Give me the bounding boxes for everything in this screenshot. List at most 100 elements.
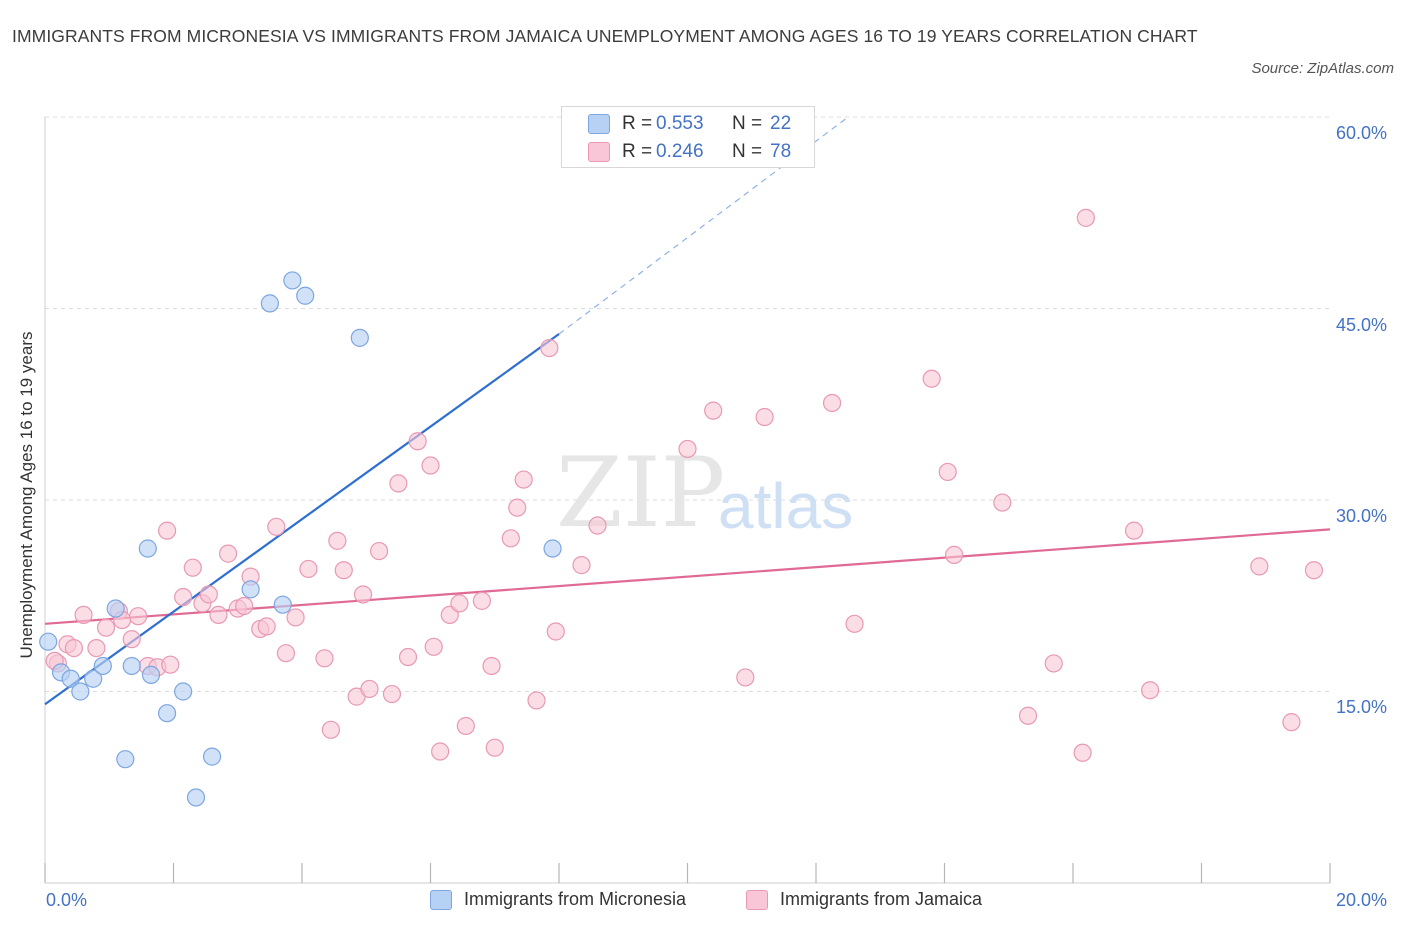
jamaica-point	[157, 521, 177, 540]
jamaica-point	[482, 656, 501, 676]
jamaica-point	[286, 608, 305, 627]
jamaica-point	[704, 401, 723, 420]
micronesia-trend-line	[44, 333, 560, 706]
y-tick-label-15: 15.0%	[1336, 697, 1388, 717]
micronesia-point	[71, 682, 90, 701]
micronesia-point	[93, 656, 112, 676]
watermark: ZIP atlas	[556, 437, 853, 549]
micronesia-point	[106, 599, 125, 618]
jamaica-point	[527, 691, 546, 710]
micronesia-point	[122, 656, 141, 676]
jamaica-legend-label: Immigrants from Jamaica	[780, 889, 983, 909]
jamaica-swatch	[588, 142, 610, 162]
jamaica-point	[360, 679, 379, 699]
jamaica-point	[122, 630, 141, 649]
jamaica-point	[87, 638, 106, 658]
jamaica-points	[45, 208, 1324, 762]
jamaica-point	[1044, 654, 1063, 673]
jamaica-point	[183, 558, 202, 577]
jamaica-point	[922, 369, 941, 388]
jamaica-point	[508, 498, 527, 517]
jamaica-point	[276, 644, 296, 663]
micronesia-swatch	[588, 114, 610, 134]
chart-title: IMMIGRANTS FROM MICRONESIA VS IMMIGRANTS…	[12, 26, 1198, 46]
micronesia-point	[174, 682, 193, 701]
micronesia-point	[296, 286, 315, 305]
jamaica-point	[938, 462, 957, 482]
jamaica-point	[96, 618, 116, 637]
micronesia-point	[141, 665, 161, 685]
watermark-zip: ZIP	[556, 437, 725, 549]
micronesia-legend-swatch	[430, 889, 452, 910]
jamaica-point	[267, 517, 286, 536]
jamaica-point	[588, 516, 607, 535]
jamaica-point	[1076, 208, 1095, 227]
jamaica-point	[74, 605, 93, 625]
jamaica-point	[370, 541, 389, 561]
jamaica-point	[398, 647, 418, 667]
jamaica-point	[1140, 681, 1160, 700]
jamaica-point	[514, 470, 533, 489]
jamaica-point	[1073, 743, 1092, 762]
n-label: N =	[732, 141, 763, 162]
jamaica-point	[382, 684, 402, 704]
micronesia-point	[138, 539, 157, 558]
jamaica-point	[199, 585, 218, 604]
jamaica-point	[424, 637, 443, 656]
micronesia-point	[61, 669, 80, 688]
axes	[44, 117, 1331, 884]
jamaica-point	[334, 561, 353, 580]
legend-row-jamaica: R = 0.246 N = 78	[588, 140, 791, 164]
micronesia-point	[543, 539, 562, 558]
micronesia-point	[283, 271, 302, 290]
jamaica-point	[257, 617, 276, 636]
jamaica-point	[845, 614, 864, 633]
jamaica-point	[1018, 706, 1038, 725]
y-tick-label-30: 30.0%	[1336, 506, 1388, 526]
micronesia-point	[260, 294, 279, 313]
jamaica-point	[945, 545, 964, 564]
jamaica-point	[736, 668, 755, 687]
chart-source: Source: ZipAtlas.com	[1251, 60, 1394, 77]
jamaica-point	[993, 493, 1012, 512]
jamaica-point	[1124, 521, 1144, 540]
x-tick-label-max: 20.0%	[1336, 890, 1388, 910]
jamaica-point	[321, 720, 341, 739]
jamaica-point	[315, 649, 334, 668]
jamaica-point	[161, 655, 180, 674]
jamaica-point	[678, 439, 697, 459]
jamaica-point	[219, 544, 238, 563]
bottom-legend-jamaica: Immigrants from Jamaica	[746, 889, 982, 910]
jamaica-point	[472, 591, 491, 610]
micronesia-n-value: 22	[770, 113, 792, 134]
jamaica-point	[389, 474, 408, 493]
jamaica-point	[1250, 557, 1269, 576]
jamaica-point	[235, 596, 254, 616]
jamaica-point	[755, 407, 774, 427]
jamaica-point	[328, 531, 347, 550]
micronesia-r-value: 0.553	[656, 113, 704, 134]
x-tick-label-min: 0.0%	[46, 890, 88, 910]
jamaica-r-value: 0.246	[656, 141, 704, 162]
jamaica-point	[540, 338, 559, 358]
jamaica-point	[353, 585, 373, 604]
n-label: N =	[732, 113, 763, 134]
micronesia-point	[273, 595, 292, 614]
micronesia-point	[202, 747, 222, 766]
jamaica-point	[129, 607, 148, 626]
r-label: R =	[622, 113, 653, 134]
micronesia-point	[186, 788, 206, 807]
jamaica-n-value: 78	[770, 141, 792, 162]
jamaica-point	[456, 716, 475, 736]
jamaica-point	[501, 529, 520, 548]
jamaica-point	[299, 559, 318, 579]
micronesia-point	[84, 669, 103, 688]
jamaica-point	[209, 605, 228, 625]
jamaica-point	[450, 594, 469, 613]
stats-legend: R = 0.553 N = 22 R = 0.246 N = 78	[561, 106, 815, 168]
jamaica-point	[572, 556, 591, 575]
bottom-legend-micronesia: Immigrants from Micronesia	[430, 889, 686, 910]
jamaica-point	[431, 742, 450, 761]
watermark-atlas: atlas	[718, 470, 853, 542]
